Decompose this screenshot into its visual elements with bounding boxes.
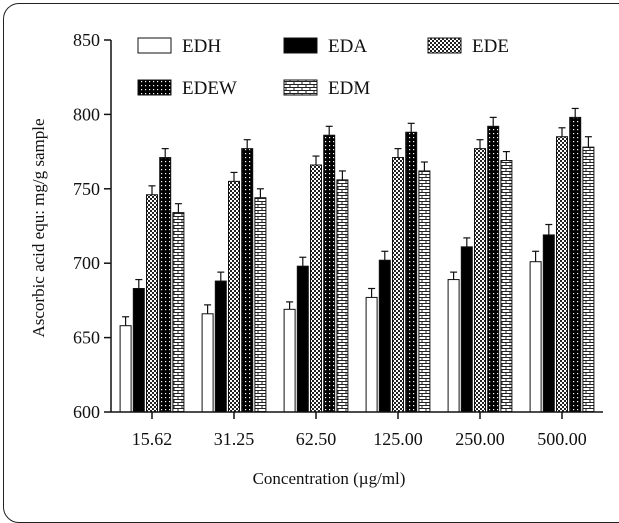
bar-edm-250-00: [500, 160, 513, 413]
bar-ede-31-25: [228, 180, 240, 413]
bar-ede-15-62: [146, 194, 158, 413]
bar-ede-500-00: [556, 136, 568, 413]
legend-label-edew: EDEW: [182, 78, 237, 99]
bar-edew-31-25: [241, 148, 254, 413]
legend-label-eda: EDA: [328, 36, 367, 57]
x-tick-label: 31.25: [214, 429, 255, 449]
bar-edh-62-50: [283, 308, 296, 413]
bar-eda-500-00: [542, 234, 555, 413]
x-axis-title: Concentration (µg/ml): [253, 469, 406, 488]
x-tick-label: 250.00: [455, 429, 505, 449]
legend: EDH EDA EDE EDEW EDM: [137, 36, 509, 99]
y-tick-label: 800: [73, 104, 100, 124]
legend-swatch-ede: [427, 37, 462, 54]
bar-edh-250-00: [447, 279, 460, 413]
legend-swatch-edh: [137, 37, 172, 54]
x-tick-label: 125.00: [373, 429, 423, 449]
bar-edh-15-62: [119, 325, 132, 413]
bar-edh-500-00: [529, 261, 542, 413]
legend-label-edh: EDH: [182, 36, 221, 57]
bar-edew-250-00: [487, 125, 500, 413]
legend-swatch-eda: [283, 37, 318, 54]
y-ticks: 600 650 700 750 800 850: [73, 30, 111, 422]
y-tick-label: 600: [73, 402, 100, 422]
bars-layer: [119, 107, 595, 413]
legend-swatch-edm: [283, 79, 318, 96]
x-tick-label: 15.62: [132, 429, 173, 449]
bar-edew-500-00: [569, 116, 582, 413]
y-tick-label: 750: [73, 179, 100, 199]
bar-eda-62-50: [296, 265, 309, 413]
bar-eda-15-62: [132, 287, 145, 413]
x-tick-label: 500.00: [537, 429, 587, 449]
bar-edm-15-62: [172, 212, 185, 413]
bar-chart: 600 650 700 750 800 850 15.62 31.25 62.50 125.00…: [29, 30, 603, 488]
y-tick-label: 650: [73, 328, 100, 348]
bar-ede-62-50: [310, 164, 322, 413]
y-axis-title: Ascorbic acid equ: mg/g sample: [29, 118, 48, 337]
bar-ede-250-00: [474, 148, 486, 413]
legend-swatch-edew: [137, 79, 172, 96]
legend-label-edm: EDM: [328, 78, 370, 99]
bar-eda-31-25: [214, 280, 227, 413]
bar-edew-125-00: [405, 131, 418, 413]
bar-eda-250-00: [460, 246, 473, 413]
bar-edh-31-25: [201, 313, 214, 413]
bar-edm-31-25: [254, 197, 267, 413]
bar-edew-62-50: [323, 134, 336, 413]
bar-eda-125-00: [378, 259, 391, 413]
bar-edm-62-50: [336, 179, 349, 413]
x-tick-label: 62.50: [296, 429, 337, 449]
bar-edh-125-00: [365, 296, 378, 413]
bar-edm-125-00: [418, 170, 431, 413]
bar-edew-15-62: [159, 157, 172, 413]
bar-edm-500-00: [582, 146, 595, 413]
bar-ede-125-00: [392, 157, 404, 413]
y-tick-label: 850: [73, 30, 100, 50]
legend-label-ede: EDE: [472, 36, 509, 57]
x-ticks: 15.62 31.25 62.50 125.00 250.00 500.00: [132, 412, 587, 449]
y-tick-label: 700: [73, 253, 100, 273]
